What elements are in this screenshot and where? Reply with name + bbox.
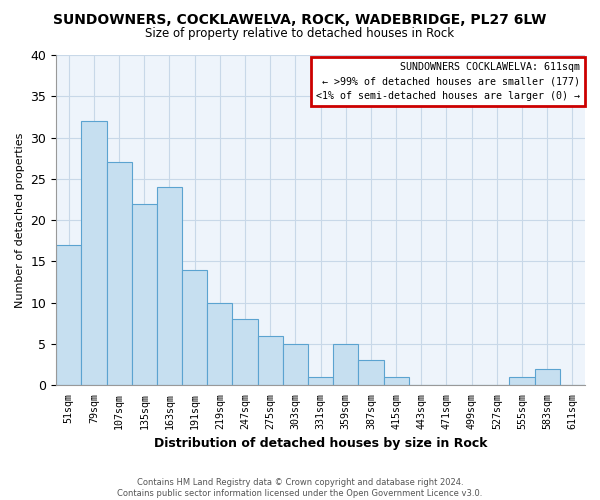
Bar <box>535 368 560 385</box>
Bar <box>107 162 132 385</box>
Bar <box>257 336 283 385</box>
Y-axis label: Number of detached properties: Number of detached properties <box>15 132 25 308</box>
X-axis label: Distribution of detached houses by size in Rock: Distribution of detached houses by size … <box>154 437 487 450</box>
Bar <box>56 245 82 385</box>
Text: Contains HM Land Registry data © Crown copyright and database right 2024.
Contai: Contains HM Land Registry data © Crown c… <box>118 478 482 498</box>
Bar <box>82 121 107 385</box>
Bar <box>232 319 257 385</box>
Bar <box>333 344 358 385</box>
Bar <box>358 360 383 385</box>
Bar <box>509 377 535 385</box>
Text: SUNDOWNERS COCKLAWELVA: 611sqm
← >99% of detached houses are smaller (177)
<1% o: SUNDOWNERS COCKLAWELVA: 611sqm ← >99% of… <box>316 62 580 101</box>
Bar <box>308 377 333 385</box>
Bar <box>182 270 207 385</box>
Bar <box>157 187 182 385</box>
Bar <box>383 377 409 385</box>
Text: SUNDOWNERS, COCKLAWELVA, ROCK, WADEBRIDGE, PL27 6LW: SUNDOWNERS, COCKLAWELVA, ROCK, WADEBRIDG… <box>53 12 547 26</box>
Bar <box>132 204 157 385</box>
Bar <box>207 302 232 385</box>
Text: Size of property relative to detached houses in Rock: Size of property relative to detached ho… <box>145 28 455 40</box>
Bar <box>283 344 308 385</box>
